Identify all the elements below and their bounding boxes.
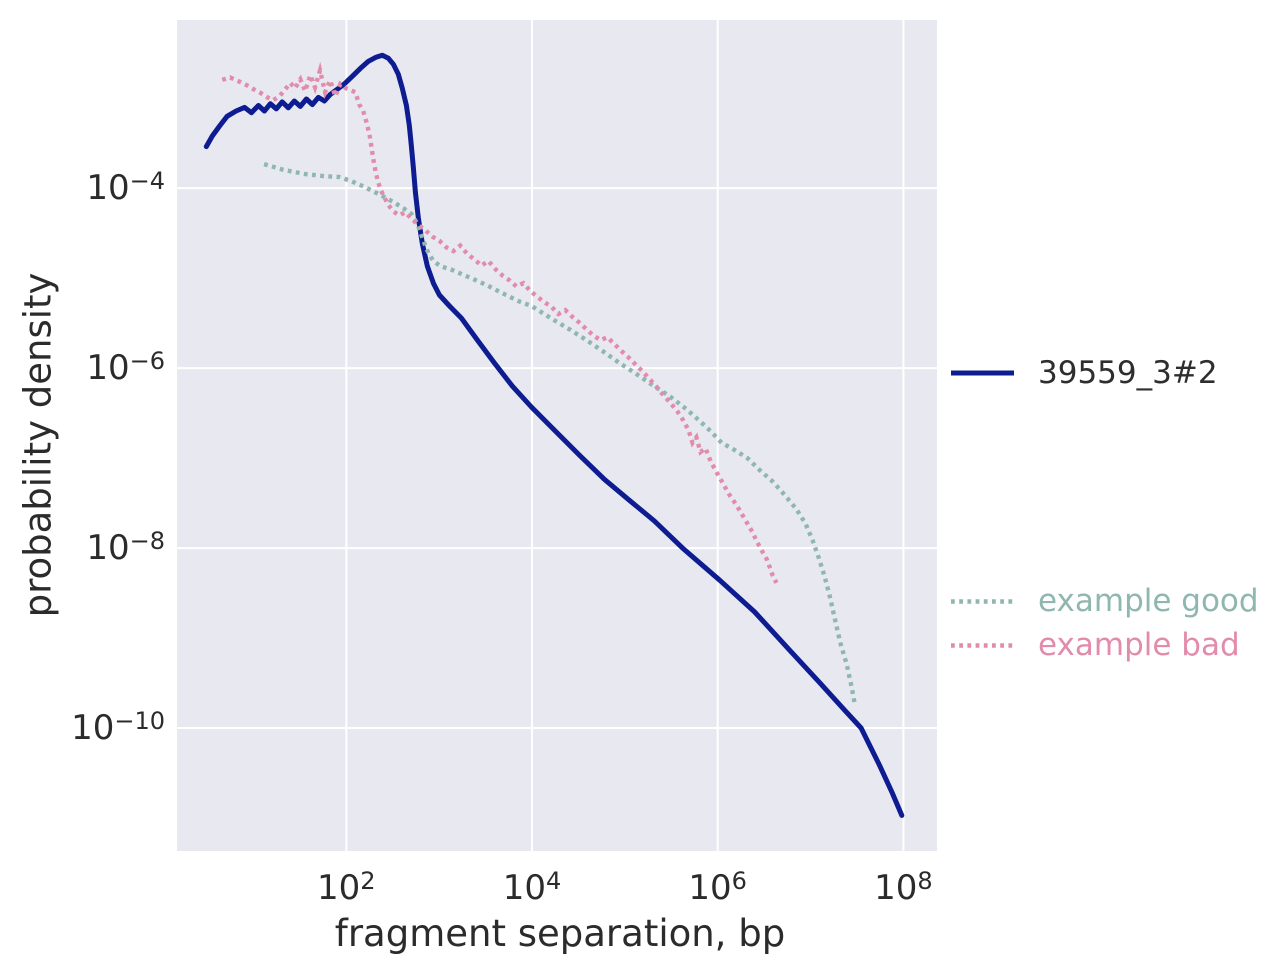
y-tick-10e-4: 10−4 [86,167,165,209]
y-axis-label: probability density [16,272,60,618]
x-tick-10e2: 102 [317,866,376,908]
legend-label-example-good: example good [1038,583,1259,619]
legend-label-example-bad: example bad [1038,627,1240,663]
y-tick-10e-6: 10−6 [86,347,165,389]
y-tick-10e-10: 10−10 [71,706,165,748]
legend-label-main: 39559_3#2 [1038,355,1218,391]
x-axis-label: fragment separation, bp [334,912,786,955]
x-tick-10e6: 106 [688,866,747,908]
series-line-0 [203,52,905,818]
x-tick-10e4: 104 [502,866,562,908]
y-tick-10e-8: 10−8 [86,527,165,569]
x-tick-10e8: 108 [874,866,933,908]
series-line-1 [263,161,857,704]
series-line-2 [221,61,779,584]
